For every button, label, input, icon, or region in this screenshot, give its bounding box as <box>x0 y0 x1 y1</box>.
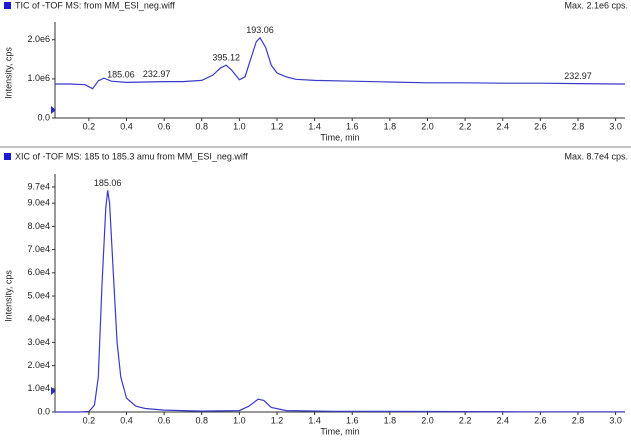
y-tick-label: 5.0e4 <box>27 290 50 300</box>
x-tick-label: 1.2 <box>271 415 284 425</box>
x-tick-label: 0.6 <box>158 121 171 131</box>
x-tick-label: 2.6 <box>534 415 547 425</box>
max-intensity: Max. 2.1e6 cps. <box>564 0 628 10</box>
x-tick-label: 2.8 <box>572 415 585 425</box>
y-tick-label: 1.0e6 <box>27 73 50 83</box>
x-tick-label: 1.8 <box>384 121 397 131</box>
x-tick-label: 1.0 <box>233 121 246 131</box>
x-tick-label: 1.6 <box>346 415 359 425</box>
x-tick-label: 2.4 <box>496 415 509 425</box>
y-tick-label: 2.0e4 <box>27 360 50 370</box>
panel-title: TIC of -TOF MS: from MM_ESI_neg.wiff <box>15 0 175 10</box>
x-tick-label: 0.4 <box>120 121 133 131</box>
x-axis-label: Time, min <box>320 426 359 436</box>
y-axis-label: Intensity, cps <box>3 47 13 99</box>
x-axis-label: Time, min <box>320 132 359 142</box>
max-intensity: Max. 8.7e4 cps. <box>564 151 628 161</box>
x-tick-label: 3.0 <box>609 121 622 131</box>
x-tick-label: 2.8 <box>572 121 585 131</box>
x-tick-label: 0.2 <box>83 415 96 425</box>
threshold-marker <box>51 106 56 114</box>
panel-title: XIC of -TOF MS: 185 to 185.3 amu from MM… <box>15 151 248 161</box>
x-tick-label: 2.2 <box>459 415 472 425</box>
x-tick-label: 0.8 <box>195 121 208 131</box>
peak-label: 232.97 <box>143 69 171 79</box>
x-tick-label: 3.0 <box>609 415 622 425</box>
x-tick-label: 1.0 <box>233 415 246 425</box>
x-tick-label: 0.2 <box>83 121 96 131</box>
x-tick-label: 1.4 <box>308 121 321 131</box>
data-line <box>55 36 625 90</box>
y-tick-label: 9.0e4 <box>27 198 50 208</box>
panel-icon[interactable] <box>4 153 11 160</box>
y-tick-label: 2.0e6 <box>27 34 50 44</box>
peak-label: 193.06 <box>246 25 274 35</box>
peak-label: 395.12 <box>212 53 240 63</box>
peak-label: 185.06 <box>94 178 122 188</box>
y-tick-label: 6.0e4 <box>27 267 50 277</box>
x-tick-label: 1.6 <box>346 121 359 131</box>
x-tick-label: 0.6 <box>158 415 171 425</box>
y-tick-label: 0.0 <box>37 406 50 416</box>
x-tick-label: 2.6 <box>534 121 547 131</box>
y-tick-label: 1.0e4 <box>27 383 50 393</box>
x-tick-label: 0.8 <box>195 415 208 425</box>
y-tick-label: 3.0e4 <box>27 337 50 347</box>
peak-label: 232.97 <box>564 71 592 81</box>
y-tick-label: 7.0e4 <box>27 244 50 254</box>
y-axis-label: Intensity, cps <box>3 270 13 322</box>
y-tick-label: 9.7e4 <box>27 181 50 191</box>
x-tick-label: 1.8 <box>384 415 397 425</box>
data-line <box>55 190 625 413</box>
x-tick-label: 2.4 <box>496 121 509 131</box>
x-tick-label: 2.0 <box>421 415 434 425</box>
y-tick-label: 8.0e4 <box>27 221 50 231</box>
y-tick-label: 4.0e4 <box>27 314 50 324</box>
y-tick-label: 0.0 <box>37 112 50 122</box>
x-tick-label: 0.4 <box>120 415 133 425</box>
panel-icon[interactable] <box>4 2 11 9</box>
x-tick-label: 1.2 <box>271 121 284 131</box>
peak-label: 185.06 <box>107 69 135 79</box>
x-tick-label: 2.2 <box>459 121 472 131</box>
x-tick-label: 1.4 <box>308 415 321 425</box>
x-tick-label: 2.0 <box>421 121 434 131</box>
